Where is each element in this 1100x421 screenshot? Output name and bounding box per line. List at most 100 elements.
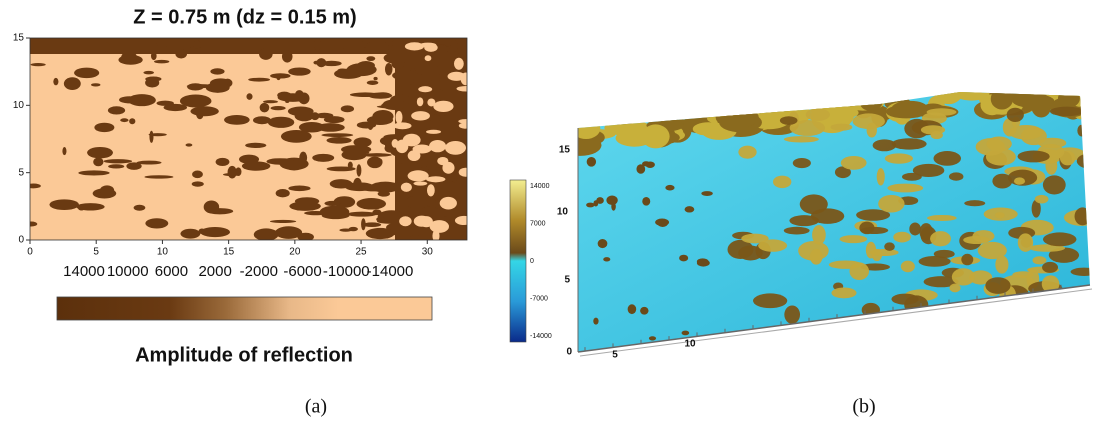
heatmap-patch	[187, 83, 204, 90]
relief-ridge	[1034, 311, 1043, 328]
heatmap-patch	[288, 67, 311, 75]
y-tick-label: 5	[18, 167, 24, 178]
heatmap-patch	[314, 39, 321, 51]
relief-spot	[701, 191, 713, 196]
heatmap-patch	[430, 220, 449, 233]
heatmap-patch	[180, 229, 200, 239]
heatmap-patch	[193, 41, 201, 49]
heatmap-patch	[365, 41, 389, 54]
relief-ridge	[992, 174, 1012, 189]
heatmap-patch	[425, 55, 432, 61]
relief-ridge	[893, 232, 910, 243]
heatmap-patch	[277, 92, 291, 99]
relief-spot	[640, 307, 648, 315]
heatmap-patch	[348, 162, 353, 169]
relief-ridge	[924, 324, 939, 336]
heatmap-patch	[192, 181, 204, 186]
relief-ridge	[780, 116, 798, 125]
heatmap-patch	[246, 93, 252, 100]
relief-ridge	[921, 125, 945, 134]
relief-ridge	[909, 222, 921, 235]
heatmap-patch	[289, 201, 320, 210]
relief-spot	[697, 259, 710, 266]
heatmap-patch	[320, 206, 350, 218]
relief-ridge	[831, 124, 853, 131]
relief-ridge	[872, 249, 882, 261]
relief-ridge	[1062, 304, 1095, 321]
relief-ridge	[878, 195, 904, 213]
heatmap-patch	[357, 122, 376, 129]
colorbar-tick-label: -10000	[323, 263, 370, 280]
heatmap-patch	[263, 100, 278, 103]
relief-ridge	[804, 334, 832, 344]
relief-ridge	[1033, 256, 1047, 264]
relief-ridge	[891, 294, 918, 305]
heatmap-patch	[418, 86, 432, 92]
heatmap-patch	[455, 216, 473, 225]
relief-ridge	[1035, 195, 1049, 204]
relief-ridge	[849, 262, 869, 280]
relief-ridge	[1005, 330, 1018, 343]
heatmap-patch	[361, 153, 391, 157]
heatmap-patch	[385, 63, 393, 75]
heatmap-patch	[25, 221, 37, 226]
relief-ridge	[812, 225, 826, 244]
heatmap-patch	[151, 52, 157, 60]
relief-ridge	[964, 200, 985, 206]
relief-ridge	[784, 136, 819, 142]
heatmap-patch	[416, 66, 444, 76]
heatmap-patch	[417, 97, 423, 106]
heatmap-patch	[445, 141, 466, 155]
heatmap-patch	[245, 143, 266, 148]
relief-ridge	[758, 239, 787, 251]
relief-ridge	[793, 158, 811, 168]
heatmap-patch	[91, 83, 100, 86]
colorbar-tick-label: 0	[530, 258, 534, 265]
colorbar-tick-label: 7000	[530, 220, 546, 227]
relief-ridge	[810, 249, 823, 265]
heatmap-patch	[429, 140, 446, 152]
heatmap-patch	[426, 198, 436, 207]
colorbar-tick-label: 2000	[198, 263, 231, 280]
heatmap-patch	[372, 110, 393, 123]
heatmap-patch	[242, 161, 270, 170]
heatmap-patch	[408, 150, 421, 161]
heatmap-patch	[120, 118, 128, 122]
heatmap-patch	[403, 134, 421, 147]
heatmap-patch	[299, 122, 325, 132]
heatmap-patch	[413, 181, 427, 185]
figure-canvas: Z = 0.75 m (dz = 0.15 m) Amplitude of re…	[0, 0, 1100, 421]
relief-ridge	[887, 184, 923, 193]
relief-ridge	[934, 250, 955, 258]
heatmap-patch	[254, 228, 279, 240]
axis-label: 5	[612, 350, 618, 361]
relief-ridge	[642, 124, 670, 148]
heatmap-patch	[78, 170, 109, 175]
relief-ridge	[902, 173, 922, 181]
heatmap-patch	[357, 164, 362, 176]
heatmap-patch	[408, 170, 429, 181]
relief-ridge	[1039, 317, 1073, 327]
relief-ridge	[886, 105, 927, 119]
relief-ridge	[901, 261, 915, 273]
heatmap-patch	[430, 115, 441, 122]
heatmap-patch	[313, 61, 319, 65]
heatmap-patch	[459, 168, 472, 177]
relief-ridge	[952, 268, 975, 285]
relief-spot	[657, 220, 668, 227]
heatmap-patch	[324, 201, 340, 206]
relief-spot	[587, 157, 596, 167]
relief-ridge	[1043, 232, 1076, 246]
panel-title: Z = 0.75 m (dz = 0.15 m)	[133, 6, 356, 28]
heatmap-patch	[288, 106, 314, 116]
colorbar-tick-label: -2000	[240, 263, 278, 280]
heatmap-patch	[129, 118, 135, 124]
y-tick-label: 0	[18, 235, 24, 246]
heatmap-patch	[270, 220, 296, 223]
relief-ridge	[985, 277, 1010, 294]
relief-ridge	[877, 168, 885, 185]
relief-ridge	[784, 227, 810, 235]
y-tick-label: 15	[13, 33, 25, 44]
relief-ridge	[929, 319, 957, 338]
relief-ridge	[1079, 101, 1100, 118]
